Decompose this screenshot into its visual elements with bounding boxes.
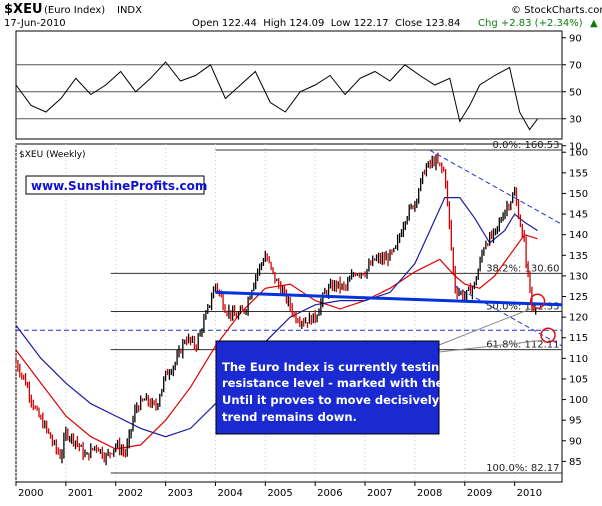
fibonacci-label: 100.0%: 82.17 [486, 463, 559, 474]
price-tick-label: 100 [569, 395, 588, 406]
price-tick-label: 150 [569, 189, 588, 200]
instrument-name: (Euro Index) [44, 5, 105, 16]
moving-average-short [15, 197, 538, 438]
rsi-frame [15, 30, 563, 140]
x-tick-label: 2002 [118, 488, 143, 499]
change-text: Chg +2.83 (+2.34%) [478, 18, 583, 29]
x-tick-label: 2010 [517, 488, 542, 499]
x-tick-label: 2004 [217, 488, 242, 499]
pointer-line-current [438, 306, 535, 346]
highlight-circle-current [529, 293, 546, 310]
rsi-tick-label: 50 [569, 87, 582, 98]
x-tick-label: 2000 [18, 488, 43, 499]
price-tick-label: 135 [569, 251, 588, 262]
website-box [25, 175, 205, 195]
fibonacci-label: 0.0%: 160.53 [493, 140, 560, 151]
price-y-axis: 85 90 95 100 105 110 115 120 125 130 135 140 145 150 1… [562, 148, 588, 468]
price-tick-label: 110 [569, 354, 588, 365]
price-tick-label: 105 [569, 374, 588, 385]
x-tick-label: 2009 [467, 488, 492, 499]
price-tick-label: 145 [569, 210, 588, 221]
rsi-tick-label: 10 [569, 141, 582, 152]
rsi-line [15, 61, 539, 131]
date-label: 17-Jun-2010 [4, 18, 66, 29]
pointer-line-target [438, 339, 544, 353]
price-tick-label: 95 [569, 416, 582, 427]
annotation-box: The Euro Index is currently testing its … [215, 340, 544, 435]
price-tick-label: 140 [569, 230, 588, 241]
channel-upper-line [429, 149, 563, 225]
annotation-line-4: trend remains down. [222, 410, 357, 424]
chart-header: $XEU (Euro Index) INDX 17-Jun-2010 Open … [4, 2, 602, 29]
fibonacci-label: 50.0%: 121.35 [486, 302, 559, 313]
x-tick-label: 2007 [367, 488, 392, 499]
highlight-circle-target [540, 327, 556, 344]
x-axis: 2000 2001 2002 2003 2004 2005 2006 2007 2008 2009… [15, 482, 542, 499]
x-tick-label: 2003 [168, 488, 193, 499]
price-tick-label: 160 [569, 148, 588, 159]
rsi-panel: 90 70 50 30 10 [15, 30, 582, 152]
rsi-tick-label: 90 [569, 33, 582, 44]
price-panel-title: $XEU (Weekly) [19, 150, 86, 160]
fibonacci-label: 61.8%: 112.11 [486, 340, 559, 351]
annotation-background [215, 340, 440, 435]
rsi-y-axis: 90 70 50 30 10 [562, 33, 582, 152]
rsi-tick-label: 70 [569, 60, 582, 71]
fibonacci-label: 38.2%: 130.60 [486, 263, 559, 274]
rsi-tick-label: 30 [569, 114, 582, 125]
ohlc-text: Open 122.44 High 124.09 Low 122.17 Close… [192, 18, 460, 29]
price-tick-label: 120 [569, 313, 588, 324]
copyright-text: © StockCharts.com [511, 5, 602, 16]
up-arrow-icon: ▲ [590, 18, 598, 29]
price-tick-label: 115 [569, 333, 588, 344]
price-tick-label: 130 [569, 271, 588, 282]
price-bars [15, 152, 537, 466]
rsi-grid [16, 64, 562, 120]
symbol-label: $XEU [4, 2, 43, 17]
resistance-line [215, 290, 563, 307]
annotation-line-1: The Euro Index is currently testing its … [222, 360, 539, 374]
price-tick-label: 85 [569, 457, 582, 468]
price-tick-label: 90 [569, 436, 582, 447]
price-tick-label: 125 [569, 292, 588, 303]
annotation-line-2: resistance level - marked with the thick… [222, 376, 544, 390]
price-tick-label: 155 [569, 168, 588, 179]
x-tick-label: 2006 [317, 488, 342, 499]
fibonacci-labels: 0.0%: 160.53 38.2%: 130.60 50.0%: 121.35 61… [486, 140, 559, 474]
website-badge: www.SunshineProfits.com [25, 175, 207, 195]
x-tick-label: 2005 [267, 488, 292, 499]
exchange-label: INDX [117, 5, 142, 16]
channel-lower-line [454, 285, 563, 347]
x-tick-label: 2008 [417, 488, 442, 499]
annotation-line-3: Until it proves to move decisively above… [222, 393, 522, 407]
x-tick-label: 2001 [68, 488, 93, 499]
website-link[interactable]: www.SunshineProfits.com [31, 179, 207, 193]
